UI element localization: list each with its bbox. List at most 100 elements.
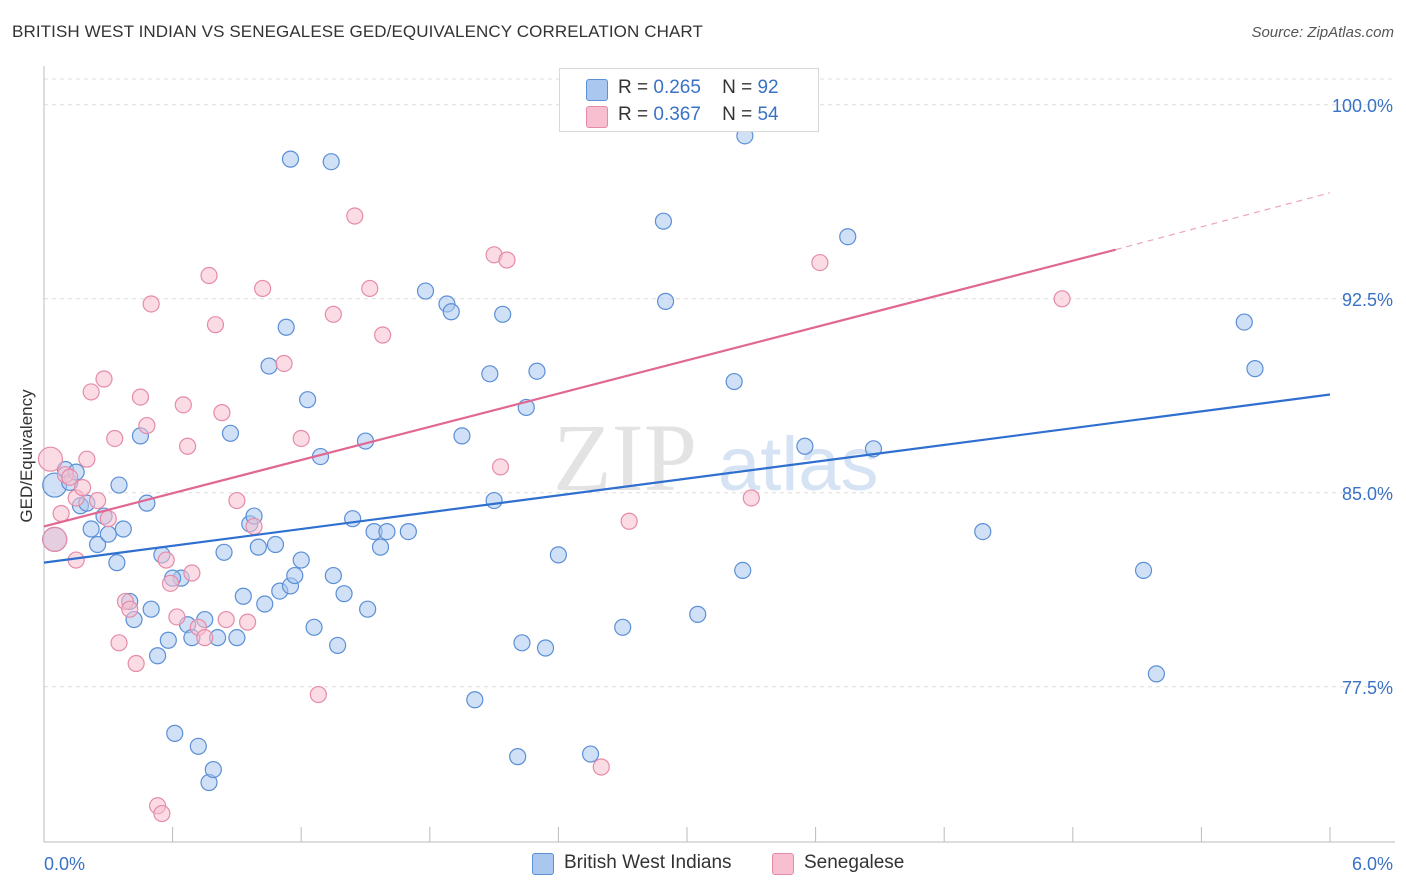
data-point-senegalese <box>1053 290 1071 308</box>
data-point-british-west-indians <box>322 153 340 171</box>
data-point-british-west-indians <box>108 554 126 572</box>
data-point-british-west-indians <box>221 424 240 442</box>
data-point-british-west-indians <box>378 522 396 541</box>
data-point-british-west-indians <box>399 522 417 541</box>
data-point-british-west-indians <box>549 546 568 564</box>
legend-n-label: N = <box>722 77 753 98</box>
legend-n-value: 92 <box>757 77 779 98</box>
data-point-british-west-indians <box>725 372 743 391</box>
data-point-british-west-indians <box>159 631 177 649</box>
data-point-british-west-indians <box>142 600 160 618</box>
x-tick-label: 0.0% <box>44 854 85 874</box>
data-point-senegalese <box>200 266 218 285</box>
data-point-senegalese <box>292 429 310 448</box>
trend-lines <box>43 192 1331 564</box>
data-point-british-west-indians <box>204 760 222 779</box>
data-point-senegalese <box>131 388 150 406</box>
data-point-british-west-indians <box>148 647 167 665</box>
data-point-senegalese <box>61 468 79 486</box>
y-tick-label: 85.0% <box>1342 484 1393 504</box>
data-point-senegalese <box>78 450 96 468</box>
chart-source: Source: ZipAtlas.com <box>1251 24 1394 41</box>
data-point-british-west-indians <box>974 522 992 541</box>
data-point-senegalese <box>82 383 100 401</box>
data-point-senegalese <box>157 551 175 569</box>
chart-title: BRITISH WEST INDIAN VS SENEGALESE GED/EQ… <box>12 22 703 41</box>
watermark-zip: ZIP <box>553 404 697 511</box>
data-point-british-west-indians <box>329 636 347 655</box>
data-point-senegalese <box>239 613 257 631</box>
data-point-senegalese <box>309 685 327 704</box>
legend-n-value: 54 <box>757 104 779 125</box>
legend-swatch-pink <box>586 106 608 128</box>
data-point-senegalese <box>213 404 231 422</box>
data-point-senegalese <box>174 396 192 414</box>
tick-labels: 77.5% 85.0% 92.5% 100.0% 0.0% 6.0% <box>44 96 1393 874</box>
data-point-senegalese <box>811 253 829 272</box>
series-british-west-indians <box>42 127 1264 792</box>
trend-line-senegalese <box>43 248 1116 528</box>
trend-line-senegalese-extension <box>1115 192 1331 251</box>
data-point-british-west-indians <box>581 745 600 763</box>
data-point-british-west-indians <box>88 535 107 554</box>
data-point-senegalese <box>179 437 197 455</box>
data-point-senegalese <box>228 491 246 510</box>
data-point-senegalese <box>73 479 92 497</box>
legend-swatch-blue <box>586 79 608 101</box>
legend: R = 0.265 N = 92 R = 0.367 N = 54 <box>559 68 819 132</box>
bottom-legend-swatch-blue <box>532 853 554 875</box>
data-point-british-west-indians <box>509 748 527 766</box>
data-point-senegalese <box>106 429 124 448</box>
trend-line-british-west-indians <box>43 393 1331 564</box>
data-point-british-west-indians <box>528 362 546 380</box>
data-point-senegalese <box>127 654 145 673</box>
data-point-british-west-indians <box>485 491 503 510</box>
data-point-british-west-indians <box>292 551 310 569</box>
data-point-senegalese <box>99 510 117 528</box>
data-point-senegalese <box>275 354 293 373</box>
data-point-british-west-indians <box>277 318 295 336</box>
y-tick-label: 92.5% <box>1342 290 1393 310</box>
y-tick-label: 77.5% <box>1342 678 1393 698</box>
data-point-british-west-indians <box>324 566 342 585</box>
data-point-british-west-indians <box>839 228 857 246</box>
data-point-british-west-indians <box>335 585 353 603</box>
data-point-british-west-indians <box>215 543 233 561</box>
data-point-british-west-indians <box>466 691 484 709</box>
data-point-senegalese <box>183 564 201 582</box>
data-point-british-west-indians <box>299 391 317 409</box>
data-point-british-west-indians <box>234 587 252 605</box>
data-point-british-west-indians <box>654 212 673 230</box>
bottom-legend-label: British West Indians <box>564 852 732 873</box>
data-point-british-west-indians <box>110 476 128 494</box>
data-point-senegalese <box>52 504 70 523</box>
data-point-senegalese <box>138 416 156 435</box>
data-point-british-west-indians <box>1134 561 1153 580</box>
legend-r-value: 0.265 <box>653 77 701 98</box>
data-point-senegalese <box>110 634 128 652</box>
data-point-senegalese <box>37 446 64 472</box>
data-point-british-west-indians <box>266 535 285 554</box>
data-point-british-west-indians <box>114 520 132 538</box>
data-point-senegalese <box>161 574 180 592</box>
data-point-british-west-indians <box>256 595 274 613</box>
data-point-british-west-indians <box>249 538 267 556</box>
legend-r-label: R = <box>618 77 649 98</box>
data-point-senegalese <box>217 610 235 629</box>
data-point-british-west-indians <box>656 292 675 310</box>
data-point-british-west-indians <box>189 737 207 755</box>
data-point-british-west-indians <box>82 520 100 538</box>
data-point-british-west-indians <box>1147 665 1165 683</box>
legend-r-label: R = <box>618 104 649 125</box>
legend-n-label: N = <box>722 104 753 125</box>
data-point-senegalese <box>153 804 171 823</box>
data-point-senegalese <box>324 305 342 323</box>
data-point-senegalese <box>196 629 214 647</box>
data-point-senegalese <box>742 489 760 507</box>
data-point-senegalese <box>206 316 225 334</box>
data-point-senegalese <box>374 326 392 344</box>
data-point-senegalese <box>346 207 364 225</box>
data-point-british-west-indians <box>1246 360 1264 378</box>
bottom-legend-swatch-pink <box>772 853 794 875</box>
